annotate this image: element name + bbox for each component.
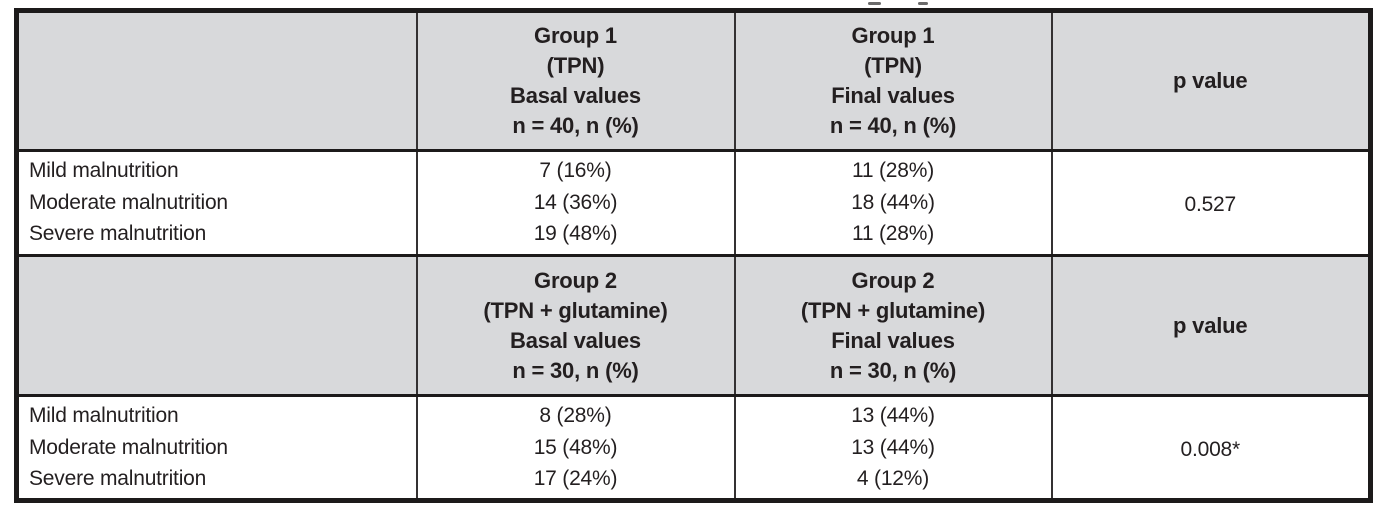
header-line: (TPN + glutamine) bbox=[483, 297, 668, 323]
header-empty-cell bbox=[15, 254, 418, 397]
group2-basal-header-cell: Group 2 (TPN + glutamine) Basal values n… bbox=[415, 254, 736, 397]
basal-value: 14 (36%) bbox=[415, 185, 736, 221]
table-row-mild-group1: Mild malnutrition 7 (16%) 11 (28%) 0.527 bbox=[15, 150, 1372, 256]
table-row-severe-group1: Severe malnutrition 19 (48%) 11 (28%) bbox=[15, 220, 1371, 256]
basal-value: 15 (48%) bbox=[415, 430, 736, 466]
group2-final-header-cell: Group 2 (TPN + glutamine) Final values n… bbox=[733, 254, 1053, 397]
cropped-text-fragment bbox=[918, 2, 928, 5]
group1-final-header-cell: Group 1 (TPN) Final values n = 40, n (%) bbox=[733, 10, 1053, 152]
header-line: Group 1 bbox=[534, 23, 617, 48]
header-line: n = 30, n (%) bbox=[512, 357, 639, 383]
table-row-moderate-group1: Moderate malnutrition 14 (36%) 18 (44%) bbox=[15, 185, 1371, 221]
group1-header-row: Group 1 (TPN) Basal values n = 40, n (%)… bbox=[15, 10, 1372, 152]
header-line: Basal values bbox=[510, 327, 641, 353]
table-row-moderate-group2: Moderate malnutrition 15 (48%) 13 (44%) bbox=[15, 430, 1371, 466]
header-empty-cell bbox=[15, 10, 418, 152]
basal-value: 17 (24%) bbox=[415, 465, 736, 501]
group2-pvalue: 0.008* bbox=[1050, 395, 1372, 501]
table-row-severe-group2: Severe malnutrition 17 (24%) 4 (12%) bbox=[15, 465, 1371, 501]
header-line: Group 2 bbox=[851, 267, 935, 293]
header-line: n = 40, n (%) bbox=[829, 113, 957, 138]
table-row-mild-group2: Mild malnutrition 8 (28%) 13 (44%) 0.008… bbox=[15, 395, 1372, 501]
group2-header-row: Group 2 (TPN + glutamine) Basal values n… bbox=[15, 254, 1372, 397]
final-value: 18 (44%) bbox=[733, 185, 1053, 221]
group1-pvalue-header-cell: p value bbox=[1050, 10, 1372, 152]
header-line: Group 2 bbox=[534, 267, 617, 293]
header-line: n = 30, n (%) bbox=[829, 357, 957, 383]
cropped-text-artifact bbox=[868, 2, 948, 6]
basal-value: 19 (48%) bbox=[415, 220, 736, 256]
group2-pvalue-header-cell: p value bbox=[1050, 254, 1372, 397]
header-line: Final values bbox=[831, 327, 955, 353]
row-label: Severe malnutrition bbox=[15, 465, 418, 501]
header-line: (TPN + glutamine) bbox=[800, 297, 986, 323]
final-value: 11 (28%) bbox=[733, 220, 1053, 256]
row-label: Mild malnutrition bbox=[15, 395, 418, 431]
header-line: Basal values bbox=[510, 83, 641, 108]
header-line: Final values bbox=[831, 83, 955, 108]
cropped-text-fragment bbox=[868, 2, 881, 5]
basal-value: 7 (16%) bbox=[415, 150, 736, 186]
final-value: 11 (28%) bbox=[733, 150, 1053, 186]
final-value: 13 (44%) bbox=[733, 430, 1053, 466]
group1-basal-header-cell: Group 1 (TPN) Basal values n = 40, n (%) bbox=[415, 10, 736, 152]
malnutrition-comparison-table: Group 1 (TPN) Basal values n = 40, n (%)… bbox=[14, 8, 1373, 503]
final-value: 4 (12%) bbox=[733, 465, 1053, 501]
row-label: Mild malnutrition bbox=[15, 150, 418, 186]
header-line: (TPN) bbox=[864, 53, 922, 78]
final-value: 13 (44%) bbox=[733, 395, 1053, 431]
header-line: n = 40, n (%) bbox=[512, 113, 639, 138]
header-line: (TPN) bbox=[546, 53, 605, 78]
group1-pvalue: 0.527 bbox=[1050, 150, 1372, 256]
header-line: Group 1 bbox=[851, 23, 935, 48]
row-label: Moderate malnutrition bbox=[15, 185, 418, 221]
row-label: Moderate malnutrition bbox=[15, 430, 418, 466]
basal-value: 8 (28%) bbox=[415, 395, 736, 431]
row-label: Severe malnutrition bbox=[15, 220, 418, 256]
